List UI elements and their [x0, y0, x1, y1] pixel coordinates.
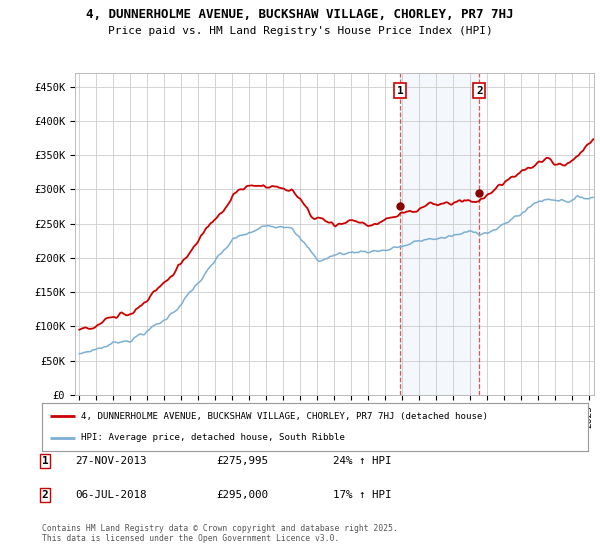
Text: £295,000: £295,000: [216, 490, 268, 500]
Bar: [400, 73, 479, 395]
Text: £275,995: £275,995: [216, 456, 268, 466]
Text: Price paid vs. HM Land Registry's House Price Index (HPI): Price paid vs. HM Land Registry's House …: [107, 26, 493, 36]
Text: 27-NOV-2013: 27-NOV-2013: [75, 456, 146, 466]
Text: 1: 1: [41, 456, 49, 466]
Text: 2: 2: [476, 86, 483, 96]
Text: 4, DUNNERHOLME AVENUE, BUCKSHAW VILLAGE, CHORLEY, PR7 7HJ: 4, DUNNERHOLME AVENUE, BUCKSHAW VILLAGE,…: [86, 8, 514, 21]
Text: 17% ↑ HPI: 17% ↑ HPI: [333, 490, 392, 500]
Text: 06-JUL-2018: 06-JUL-2018: [75, 490, 146, 500]
Text: 2: 2: [41, 490, 49, 500]
Text: 24% ↑ HPI: 24% ↑ HPI: [333, 456, 392, 466]
Text: HPI: Average price, detached house, South Ribble: HPI: Average price, detached house, Sout…: [82, 433, 346, 442]
Text: 4, DUNNERHOLME AVENUE, BUCKSHAW VILLAGE, CHORLEY, PR7 7HJ (detached house): 4, DUNNERHOLME AVENUE, BUCKSHAW VILLAGE,…: [82, 412, 488, 421]
Text: Contains HM Land Registry data © Crown copyright and database right 2025.
This d: Contains HM Land Registry data © Crown c…: [42, 524, 398, 543]
Text: 1: 1: [397, 86, 404, 96]
